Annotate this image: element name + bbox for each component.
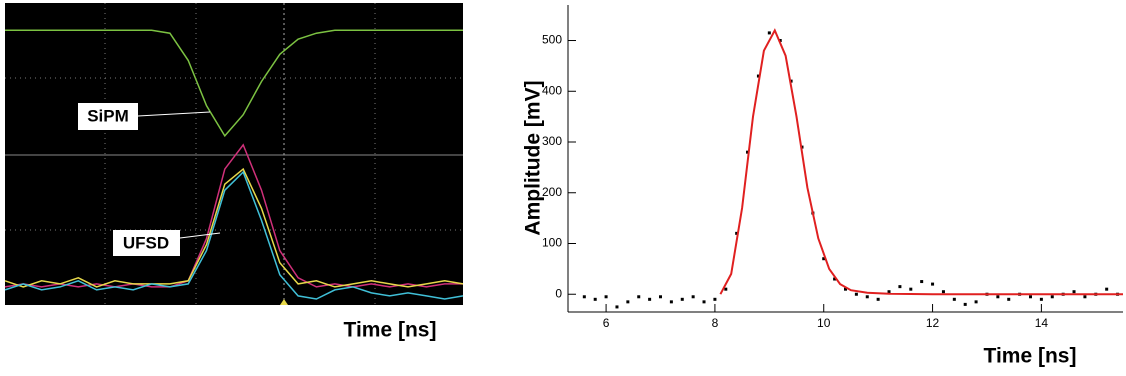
x-tick-label: 8 bbox=[712, 316, 719, 330]
data-point bbox=[996, 295, 999, 298]
data-point bbox=[1105, 288, 1108, 291]
y-axis-label: Amplitude [mV] bbox=[522, 80, 545, 235]
x-axis-label: Time [ns] bbox=[984, 345, 1077, 368]
x-tick-label: 6 bbox=[603, 316, 610, 330]
annotation: UFSD bbox=[123, 233, 169, 252]
data-point bbox=[659, 295, 662, 298]
fit-line bbox=[720, 30, 1123, 294]
data-point bbox=[637, 295, 640, 298]
x-tick-label: 12 bbox=[926, 316, 940, 330]
y-tick-label: 200 bbox=[542, 185, 562, 199]
data-point bbox=[931, 283, 934, 286]
data-point bbox=[964, 303, 967, 306]
data-point bbox=[713, 298, 716, 301]
data-point bbox=[920, 280, 923, 283]
data-point bbox=[768, 31, 771, 34]
data-point bbox=[877, 298, 880, 301]
data-point bbox=[898, 285, 901, 288]
data-point bbox=[692, 295, 695, 298]
data-point bbox=[1051, 295, 1054, 298]
x-axis-label: Time [ns] bbox=[344, 319, 437, 342]
data-point bbox=[583, 295, 586, 298]
x-tick-label: 14 bbox=[1035, 316, 1049, 330]
data-point bbox=[1040, 298, 1043, 301]
y-tick-label: 100 bbox=[542, 236, 562, 250]
scope-screen bbox=[5, 3, 463, 305]
data-point bbox=[866, 295, 869, 298]
data-point bbox=[605, 295, 608, 298]
data-point bbox=[594, 298, 597, 301]
data-point bbox=[1073, 290, 1076, 293]
data-point bbox=[909, 288, 912, 291]
data-point bbox=[670, 300, 673, 303]
x-tick-label: 10 bbox=[817, 316, 831, 330]
data-point bbox=[648, 298, 651, 301]
data-point bbox=[1029, 295, 1032, 298]
data-point bbox=[681, 298, 684, 301]
figure: SiPM UFSD Time [ns] 0 100 200 300 400 500 6 8 10… bbox=[0, 0, 1126, 376]
data-point bbox=[975, 300, 978, 303]
data-point bbox=[953, 298, 956, 301]
y-tick-label: 300 bbox=[542, 134, 562, 148]
y-tick-label: 400 bbox=[542, 83, 562, 97]
data-point bbox=[626, 300, 629, 303]
data-point bbox=[942, 290, 945, 293]
annotation: SiPM bbox=[87, 106, 129, 125]
data-point bbox=[1007, 298, 1010, 301]
data-point bbox=[855, 293, 858, 296]
y-tick-label: 500 bbox=[542, 33, 562, 47]
data-point bbox=[1083, 295, 1086, 298]
data-point bbox=[703, 300, 706, 303]
y-tick-label: 0 bbox=[555, 286, 562, 300]
data-point bbox=[615, 305, 618, 308]
plot: 0 100 200 300 400 500 6 8 10 12 14 bbox=[542, 5, 1123, 330]
